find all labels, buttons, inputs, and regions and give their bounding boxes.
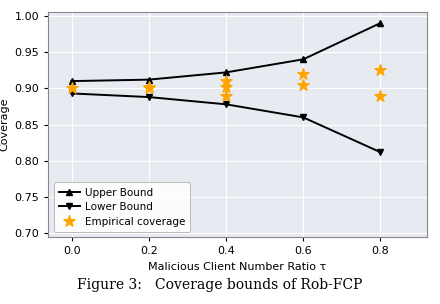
Point	[300, 71, 307, 76]
Lower Bound	[378, 150, 383, 154]
Legend: Upper Bound, Lower Bound, Empirical coverage: Upper Bound, Lower Bound, Empirical cove…	[54, 182, 191, 232]
Upper Bound	[146, 78, 151, 81]
Point	[223, 79, 230, 84]
Lower Bound	[146, 95, 151, 99]
Line: Lower Bound: Lower Bound	[68, 90, 384, 156]
Point	[145, 85, 152, 89]
Point	[300, 82, 307, 87]
Point	[223, 93, 230, 98]
Line: Upper Bound: Upper Bound	[68, 19, 384, 85]
Lower Bound	[69, 92, 74, 95]
Lower Bound	[301, 116, 306, 119]
Y-axis label: Coverage: Coverage	[0, 98, 9, 151]
X-axis label: Malicious Client Number Ratio τ: Malicious Client Number Ratio τ	[148, 262, 327, 272]
Point	[377, 68, 384, 73]
Point	[377, 93, 384, 98]
Empirical coverage	[68, 86, 75, 91]
Upper Bound	[301, 57, 306, 61]
Point	[145, 86, 152, 91]
Lower Bound	[224, 102, 229, 106]
Text: Figure 3:   Coverage bounds of Rob-FCP: Figure 3: Coverage bounds of Rob-FCP	[77, 278, 363, 292]
Upper Bound	[224, 71, 229, 74]
Upper Bound	[378, 21, 383, 25]
Upper Bound	[69, 79, 74, 83]
Point	[223, 85, 230, 89]
